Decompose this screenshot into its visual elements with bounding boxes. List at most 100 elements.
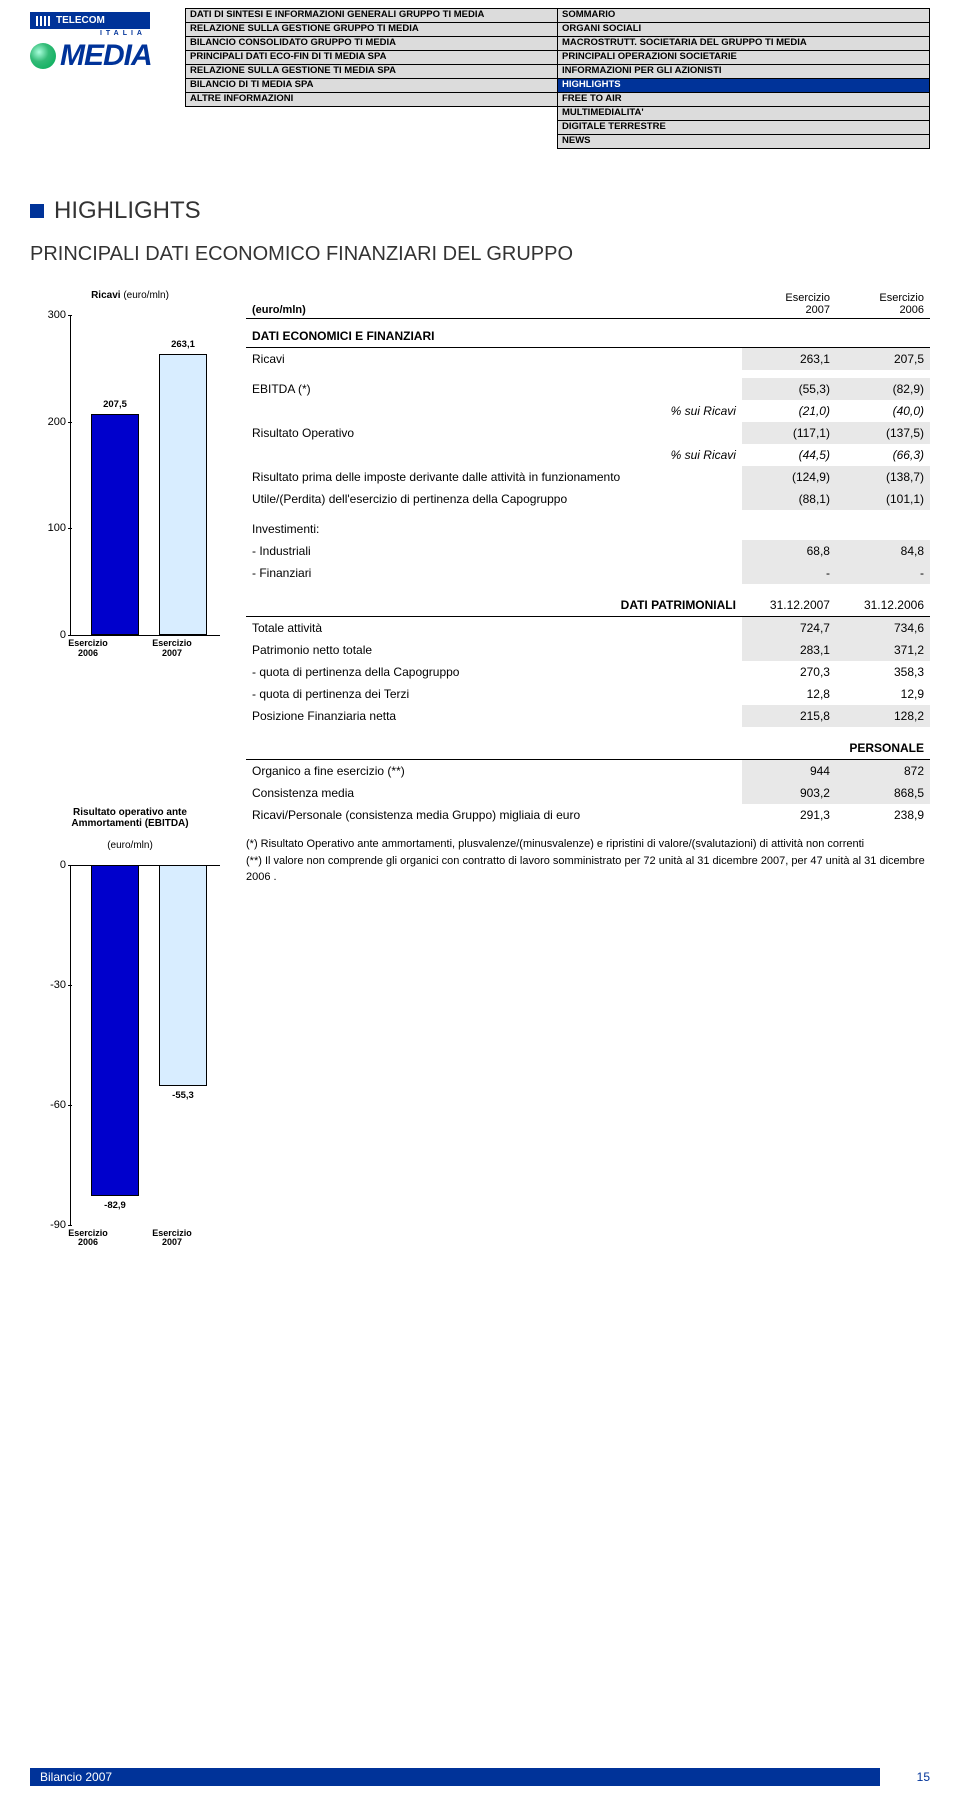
- table-unit-head: (euro/mln): [246, 290, 742, 319]
- col-2007-head: Esercizio 2007: [742, 290, 836, 319]
- table-row: Patrimonio netto totale283,1371,2: [246, 639, 930, 661]
- table-row: Ricavi/Personale (consistenza media Grup…: [246, 804, 930, 826]
- nav-cell-right[interactable]: INFORMAZIONI PER GLI AZIONISTI: [558, 65, 930, 79]
- nav-cell-left[interactable]: [186, 135, 558, 149]
- row-label: Utile/(Perdita) dell'esercizio di pertin…: [246, 488, 742, 510]
- table-row: - Finanziari--: [246, 562, 930, 584]
- row-value-2006: (101,1): [836, 488, 930, 510]
- table-row: Organico a fine esercizio (**)944872: [246, 760, 930, 783]
- table-row: - Industriali68,884,8: [246, 540, 930, 562]
- row-value-2007: -: [742, 562, 836, 584]
- nav-cell-right[interactable]: FREE TO AIR: [558, 93, 930, 107]
- row-label: EBITDA (*): [246, 378, 742, 400]
- footnote-1: (*) Risultato Operativo ante ammortament…: [246, 836, 930, 853]
- footer: Bilancio 2007 15: [30, 1768, 930, 1786]
- row-value-2007: (117,1): [742, 422, 836, 444]
- chart2-bar-label: -55,3: [159, 1090, 207, 1101]
- nav-cell-left[interactable]: BILANCIO CONSOLIDATO GRUPPO TI MEDIA: [186, 37, 558, 51]
- logo: TELECOM ITALIA MEDIA: [30, 8, 185, 71]
- nav-cell-left[interactable]: RELAZIONE SULLA GESTIONE TI MEDIA SPA: [186, 65, 558, 79]
- nav-cell-right[interactable]: ORGANI SOCIALI: [558, 23, 930, 37]
- chart1-title-unit: (euro/mln): [123, 290, 169, 301]
- sec2-title: DATI PATRIMONIALI: [246, 584, 742, 617]
- chart2-bar-label: -82,9: [91, 1200, 139, 1211]
- row-label: Ricavi: [246, 348, 742, 371]
- chart1-bar-label: 263,1: [159, 339, 207, 350]
- nav-cell-left[interactable]: [186, 121, 558, 135]
- row-value-2006: 238,9: [836, 804, 930, 826]
- nav-cell-left[interactable]: RELAZIONE SULLA GESTIONE GRUPPO TI MEDIA: [186, 23, 558, 37]
- page-title-text: HIGHLIGHTS: [54, 197, 201, 225]
- row-value-2007: (124,9): [742, 466, 836, 488]
- col-2007-b: 2007: [806, 304, 830, 316]
- header: TELECOM ITALIA MEDIA DATI DI SINTESI E I…: [30, 0, 930, 149]
- row-label: Risultato Operativo: [246, 422, 742, 444]
- chart2-bar: [91, 865, 139, 1197]
- economic-data-table: (euro/mln) Esercizio 2007 Esercizio 2006…: [246, 290, 930, 826]
- row-value-2006: (40,0): [836, 400, 930, 422]
- row-value-2007: 283,1: [742, 639, 836, 661]
- row-label: Investimenti:: [246, 518, 742, 540]
- col-2006-a: Esercizio: [879, 292, 924, 304]
- row-value-2007: 263,1: [742, 348, 836, 371]
- row-label: Organico a fine esercizio (**): [246, 760, 742, 783]
- row-label: % sui Ricavi: [246, 400, 742, 422]
- chart1-title-bold: Ricavi: [91, 290, 120, 301]
- row-value-2006: (138,7): [836, 466, 930, 488]
- row-value-2006: 734,6: [836, 617, 930, 640]
- footer-page-number: 15: [880, 1770, 930, 1784]
- table-row: Investimenti:: [246, 518, 930, 540]
- col-2006-b: 2006: [900, 304, 924, 316]
- row-label: Ricavi/Personale (consistenza media Grup…: [246, 804, 742, 826]
- row-value-2007: (88,1): [742, 488, 836, 510]
- chart2-title-bold: Risultato operativo ante Ammortamenti (E…: [71, 807, 188, 829]
- row-value-2007: 68,8: [742, 540, 836, 562]
- row-label: - Industriali: [246, 540, 742, 562]
- logo-telecom-text: TELECOM: [56, 15, 105, 26]
- row-label: Totale attività: [246, 617, 742, 640]
- page-title: HIGHLIGHTS: [30, 197, 930, 225]
- row-value-2006: (137,5): [836, 422, 930, 444]
- nav-cell-right[interactable]: SOMMARIO: [558, 9, 930, 23]
- row-value-2006: 358,3: [836, 661, 930, 683]
- table-row: Posizione Finanziaria netta215,8128,2: [246, 705, 930, 727]
- row-value-2007: 270,3: [742, 661, 836, 683]
- row-value-2007: (21,0): [742, 400, 836, 422]
- nav-table: DATI DI SINTESI E INFORMAZIONI GENERALI …: [185, 8, 930, 149]
- table-row: % sui Ricavi(21,0)(40,0): [246, 400, 930, 422]
- nav-cell-right[interactable]: DIGITALE TERRESTRE: [558, 121, 930, 135]
- footnotes: (*) Risultato Operativo ante ammortament…: [246, 836, 930, 886]
- footnote-2: (**) Il valore non comprende gli organic…: [246, 853, 930, 886]
- row-label: Posizione Finanziaria netta: [246, 705, 742, 727]
- row-value-2007: 903,2: [742, 782, 836, 804]
- table-row: Utile/(Perdita) dell'esercizio di pertin…: [246, 488, 930, 510]
- row-label: Consistenza media: [246, 782, 742, 804]
- table-row: Risultato Operativo(117,1)(137,5): [246, 422, 930, 444]
- nav-cell-left[interactable]: BILANCIO DI TI MEDIA SPA: [186, 79, 558, 93]
- nav-cell-right[interactable]: PRINCIPALI OPERAZIONI SOCIETARIE: [558, 51, 930, 65]
- logo-media: MEDIA: [30, 41, 185, 71]
- row-value-2006: 12,9: [836, 683, 930, 705]
- row-label: - Finanziari: [246, 562, 742, 584]
- footer-label: Bilancio 2007: [30, 1768, 880, 1786]
- nav-cell-right[interactable]: MULTIMEDIALITA': [558, 107, 930, 121]
- row-value-2006: 207,5: [836, 348, 930, 371]
- nav-cell-right[interactable]: HIGHLIGHTS: [558, 79, 930, 93]
- logo-equalizer-icon: [36, 16, 52, 26]
- row-value-2007: 724,7: [742, 617, 836, 640]
- nav-cell-left[interactable]: PRINCIPALI DATI ECO-FIN DI TI MEDIA SPA: [186, 51, 558, 65]
- nav-cell-left[interactable]: ALTRE INFORMAZIONI: [186, 93, 558, 107]
- nav-cell-left[interactable]: DATI DI SINTESI E INFORMAZIONI GENERALI …: [186, 9, 558, 23]
- row-label: % sui Ricavi: [246, 444, 742, 466]
- sec1-title: DATI ECONOMICI E FINANZIARI: [246, 319, 930, 348]
- row-value-2006: (66,3): [836, 444, 930, 466]
- row-label: Risultato prima delle imposte derivante …: [246, 466, 742, 488]
- sec3-title: PERSONALE: [246, 727, 930, 760]
- row-value-2006: 84,8: [836, 540, 930, 562]
- nav-cell-left[interactable]: [186, 107, 558, 121]
- nav-cell-right[interactable]: MACROSTRUTT. SOCIETARIA DEL GRUPPO TI ME…: [558, 37, 930, 51]
- sec2-col1: 31.12.2007: [742, 584, 836, 617]
- nav-cell-right[interactable]: NEWS: [558, 135, 930, 149]
- row-value-2006: (82,9): [836, 378, 930, 400]
- row-value-2007: (44,5): [742, 444, 836, 466]
